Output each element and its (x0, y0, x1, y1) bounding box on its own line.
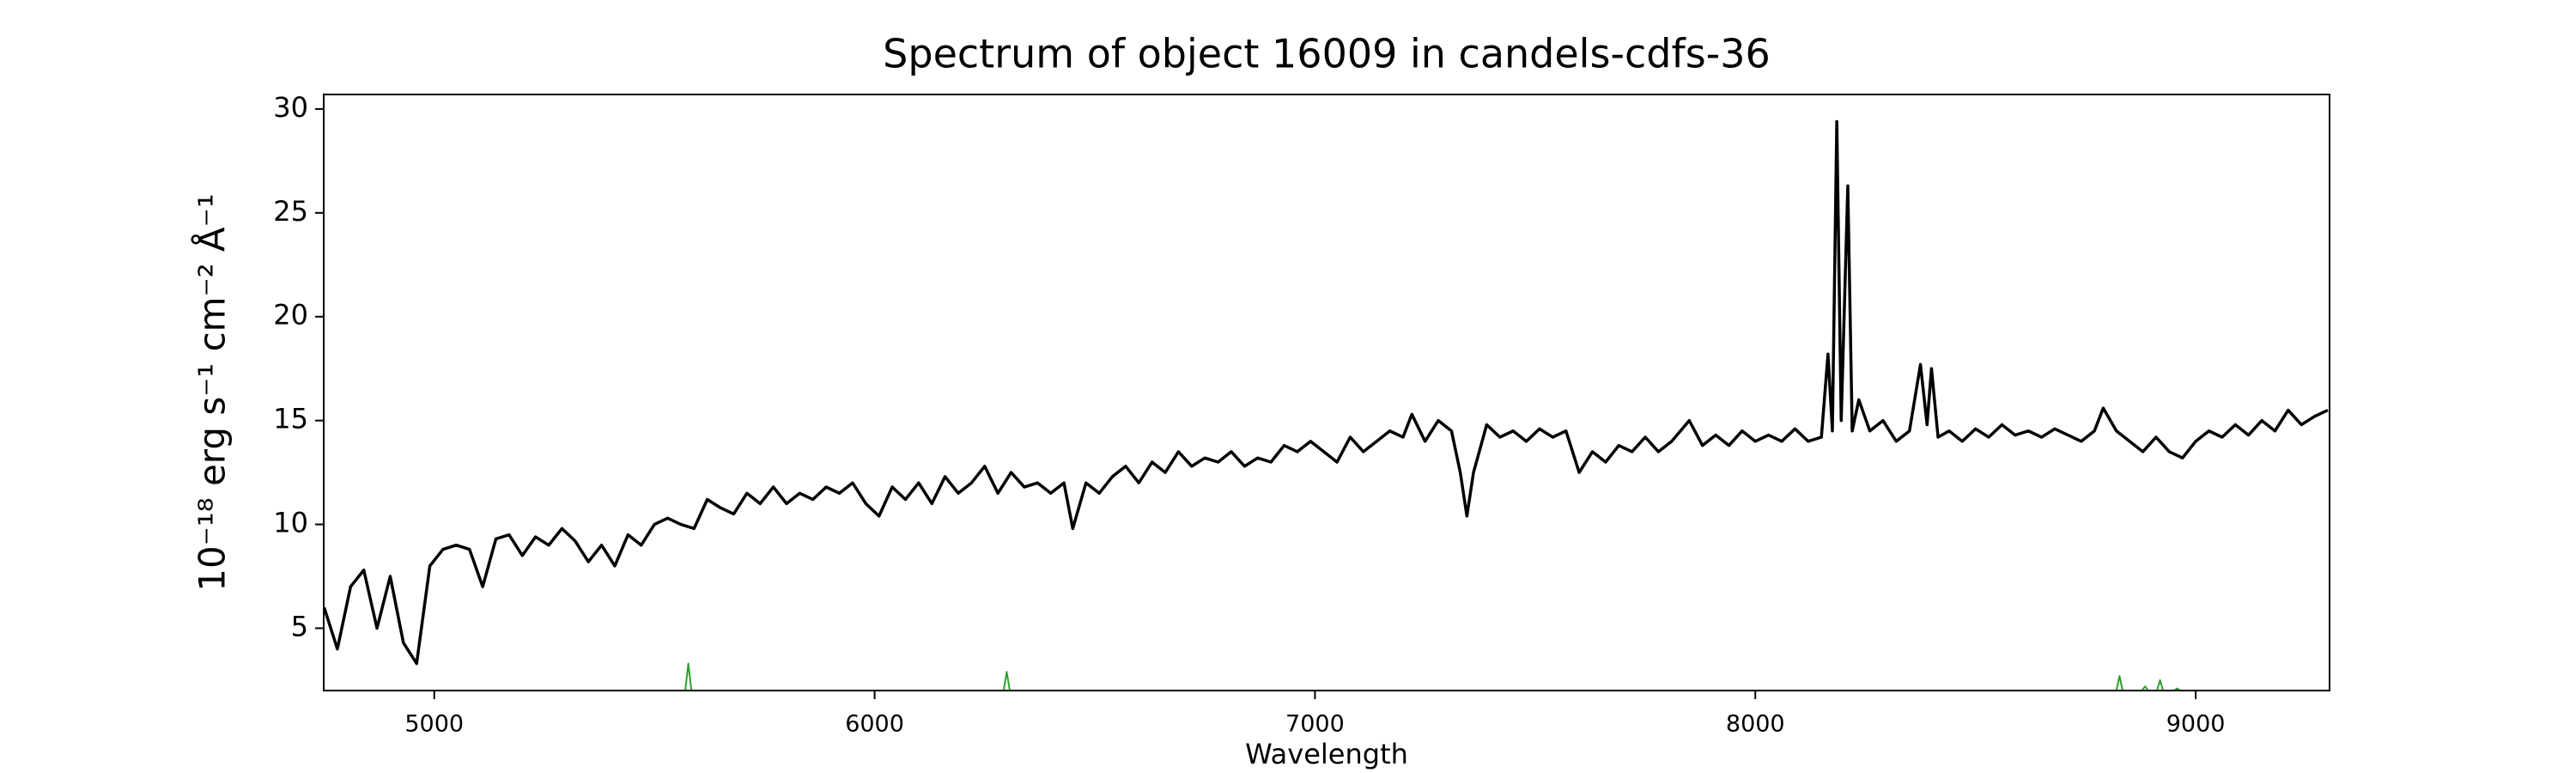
y-tick-label: 25 (273, 195, 308, 228)
y-tick-label: 10 (273, 507, 308, 539)
y-tick-label: 20 (273, 299, 308, 332)
x-tick-label: 6000 (845, 711, 904, 738)
spectrum-line (684, 662, 2181, 691)
x-tick-label: 5000 (404, 711, 464, 738)
y-tick-label: 15 (273, 403, 308, 435)
x-tick-label: 9000 (2166, 711, 2226, 738)
chart-title: Spectrum of object 16009 in candels-cdfs… (883, 31, 1771, 77)
x-tick-label: 8000 (1726, 711, 1785, 738)
y-axis-label: 10⁻¹⁸ erg s⁻¹ cm⁻² Å⁻¹ (191, 193, 234, 591)
x-axis-label: Wavelength (1245, 738, 1408, 770)
spectrum-line (324, 119, 2329, 666)
y-tick-label: 30 (273, 91, 308, 124)
x-tick-label: 7000 (1285, 711, 1345, 738)
plot-frame (323, 94, 2330, 691)
y-tick-label: 5 (291, 610, 308, 642)
